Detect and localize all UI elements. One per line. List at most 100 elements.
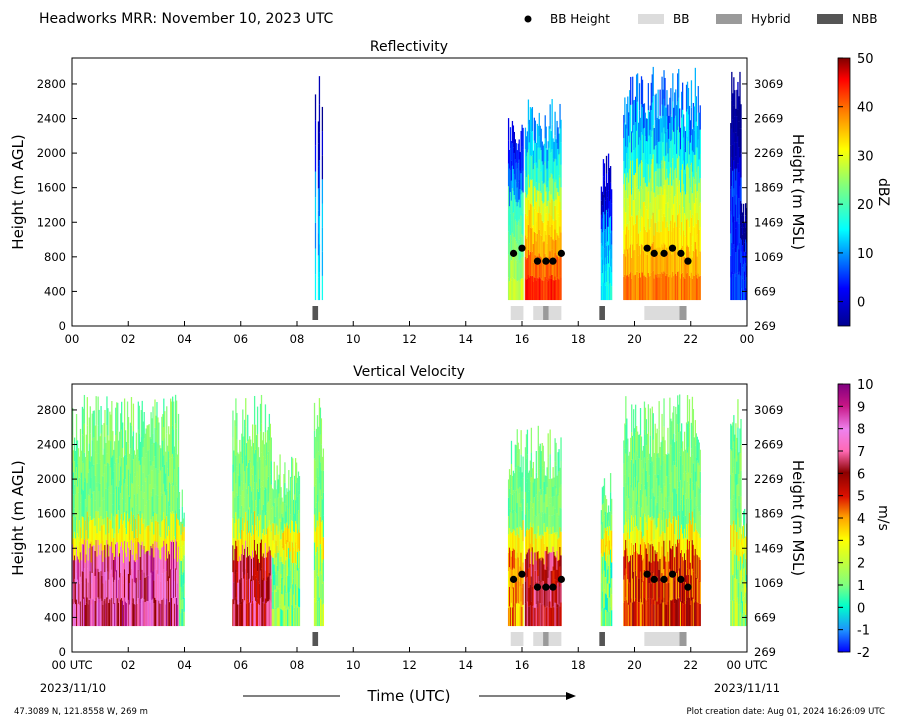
velocity-echo-cell: [261, 533, 264, 557]
velocity-echo-cell: [692, 571, 695, 599]
reflectivity-echo-cell: [560, 119, 562, 143]
velocity-echo-cell: [239, 556, 241, 580]
velocity-echo-cell: [314, 555, 317, 579]
velocity-echo-cell: [285, 511, 287, 528]
velocity-echo-cell: [553, 588, 555, 608]
velocity-echo-cell: [125, 603, 128, 627]
velocity-echo-cell: [124, 430, 127, 455]
velocity-echo-cell: [669, 597, 671, 627]
reflectivity-echo-cell: [548, 234, 550, 257]
reflectivity-echo-cell: [544, 207, 546, 231]
velocity-echo-cell: [149, 460, 151, 485]
velocity-echo-cell: [270, 602, 272, 627]
reflectivity-echo-cell: [692, 250, 695, 276]
velocity-echo-cell: [286, 522, 288, 540]
velocity-echo-cell: [269, 449, 272, 475]
velocity-echo-cell: [733, 441, 735, 468]
velocity-echo-cell: [602, 573, 605, 592]
reflectivity-echo-cell: [629, 116, 631, 143]
reflectivity-echo-cell: [318, 76, 321, 105]
reflectivity-echo-cell: [538, 112, 540, 137]
reflectivity-echo-cell: [524, 213, 527, 236]
velocity-echo-cell: [662, 578, 664, 603]
reflectivity-echo-cell: [657, 89, 659, 116]
velocity-echo-cell: [238, 583, 240, 605]
velocity-echo-cell: [634, 601, 636, 627]
velocity-echo-cell: [82, 517, 85, 545]
velocity-echo-cell: [552, 506, 554, 527]
velocity-echo-cell: [695, 553, 697, 578]
reflectivity-echo-cell: [678, 213, 680, 243]
velocity-echo-cell: [740, 545, 743, 558]
reflectivity-echo-cell: [513, 237, 516, 259]
reflectivity-echo-cell: [690, 135, 693, 163]
velocity-echo-cell: [539, 512, 541, 535]
reflectivity-echo-cell: [652, 96, 654, 126]
reflectivity-echo-cell: [516, 187, 518, 207]
velocity-echo-cell: [680, 601, 682, 627]
reflectivity-echo-cell: [691, 129, 694, 151]
velocity-echo-cell: [626, 600, 628, 627]
velocity-echo-cell: [160, 559, 162, 582]
velocity-echo-cell: [652, 519, 654, 547]
reflectivity-echo-cell: [527, 124, 530, 150]
velocity-echo-cell: [520, 454, 522, 480]
velocity-echo-cell: [292, 605, 294, 627]
reflectivity-bb-type-bb: [644, 306, 680, 320]
reflectivity-echo-cell: [318, 104, 321, 133]
reflectivity-echo-cell: [646, 254, 649, 278]
reflectivity-echo-cell: [665, 107, 667, 132]
velocity-echo-cell: [284, 544, 286, 565]
reflectivity-echo-cell: [667, 251, 669, 276]
velocity-echo-cell: [264, 542, 267, 571]
velocity-echo-cell: [639, 407, 642, 436]
velocity-echo-cell: [660, 534, 662, 558]
velocity-echo-cell: [252, 424, 254, 450]
reflectivity-echo-cell: [519, 263, 521, 282]
velocity-echo-cell: [131, 459, 134, 484]
velocity-echo-cell: [736, 555, 738, 580]
velocity-echo-cell: [136, 537, 138, 560]
velocity-echo-cell: [143, 545, 145, 573]
reflectivity-echo-cell: [679, 180, 681, 205]
reflectivity-echo-cell: [675, 194, 677, 222]
velocity-echo-cell: [549, 552, 551, 577]
velocity-echo-cell: [668, 582, 670, 605]
reflectivity-y2tick-label: 1869: [754, 181, 783, 195]
reflectivity-echo-cell: [652, 183, 654, 213]
velocity-echo-cell: [741, 538, 744, 552]
velocity-echo-cell: [284, 564, 286, 586]
reflectivity-echo-cell: [547, 141, 549, 162]
velocity-echo-cell: [624, 499, 626, 525]
velocity-echo-cell: [507, 516, 510, 535]
velocity-echo-cell: [655, 577, 657, 602]
velocity-echo-cell: [77, 492, 80, 515]
velocity-echo-cell: [655, 457, 657, 482]
velocity-echo-cell: [256, 543, 259, 572]
reflectivity-echo-cell: [532, 187, 535, 207]
velocity-echo-cell: [698, 557, 700, 581]
velocity-echo-cell: [540, 560, 542, 583]
reflectivity-echo-cell: [517, 221, 519, 242]
reflectivity-echo-cell: [644, 159, 647, 183]
reflectivity-echo-cell: [536, 278, 538, 301]
velocity-echo-cell: [605, 578, 608, 595]
velocity-echo-cell: [119, 601, 121, 627]
velocity-echo-cell: [287, 592, 289, 610]
velocity-echo-cell: [607, 595, 610, 611]
velocity-echo-cell: [545, 494, 547, 514]
velocity-echo-cell: [272, 489, 274, 507]
reflectivity-echo-cell: [512, 190, 515, 213]
velocity-echo-cell: [165, 538, 167, 561]
velocity-echo-cell: [72, 517, 74, 545]
velocity-echo-cell: [730, 449, 732, 475]
velocity-echo-cell: [281, 561, 283, 578]
reflectivity-ytick-label: 0: [59, 319, 66, 333]
velocity-echo-cell: [631, 459, 633, 488]
velocity-echo-cell: [676, 520, 678, 547]
velocity-echo-cell: [285, 593, 287, 610]
reflectivity-echo-cell: [655, 119, 657, 146]
velocity-echo-cell: [675, 598, 677, 627]
reflectivity-echo-cell: [630, 104, 632, 133]
velocity-echo-cell: [81, 543, 84, 572]
